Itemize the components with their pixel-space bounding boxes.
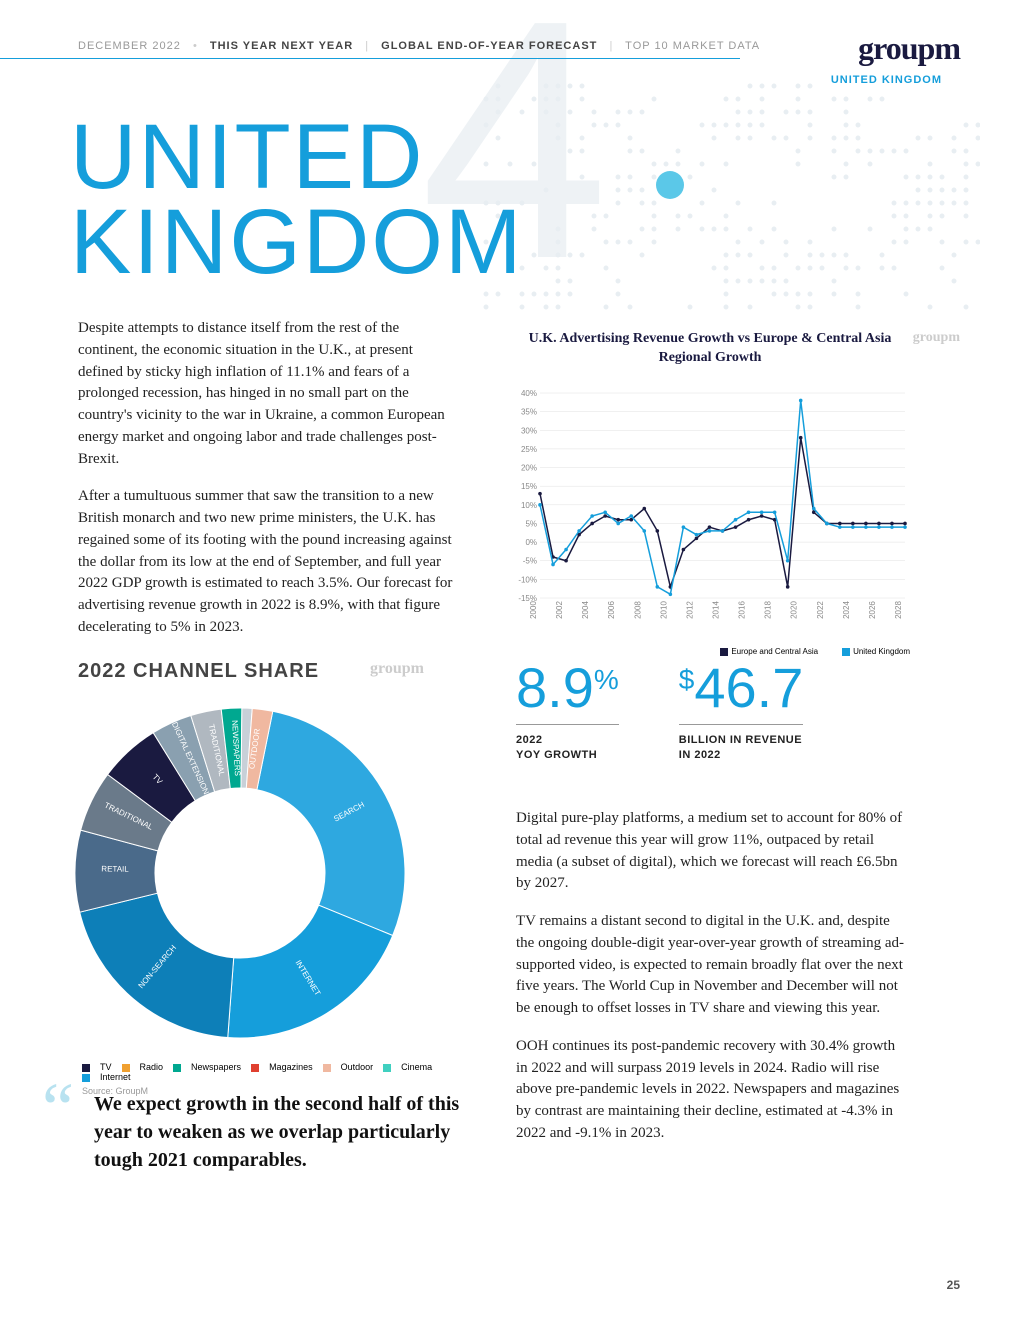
donut-legend: TVRadioNewspapersMagazinesOutdoorCinemaI…	[82, 1062, 480, 1082]
page-title: UNITEDKINGDOM	[70, 115, 524, 284]
pull-quote: “ We expect growth in the second half of…	[42, 1090, 462, 1174]
svg-text:20%: 20%	[521, 463, 537, 472]
svg-text:2000: 2000	[529, 600, 538, 618]
svg-text:30%: 30%	[521, 426, 537, 435]
right-column-chart: U.K. Advertising Revenue Growth vs Europ…	[510, 330, 910, 656]
svg-text:2012: 2012	[685, 600, 694, 618]
right-column-text: Digital pure-play platforms, a medium se…	[516, 808, 906, 1161]
donut-logo: groupm	[370, 660, 424, 678]
svg-text:-5%: -5%	[523, 557, 537, 566]
chart-logo: groupm	[913, 330, 960, 346]
svg-text:2028: 2028	[894, 600, 903, 618]
svg-text:2026: 2026	[868, 600, 877, 618]
nav-a: THIS YEAR NEXT YEAR	[210, 40, 353, 52]
body-para: Digital pure-play platforms, a medium se…	[516, 808, 906, 895]
svg-text:0%: 0%	[525, 538, 537, 547]
nav-rule	[0, 58, 740, 59]
stat-block: $46.7 BILLION IN REVENUEIN 2022	[679, 660, 804, 764]
page-number: 25	[947, 1278, 960, 1292]
svg-text:15%: 15%	[521, 482, 537, 491]
svg-text:2010: 2010	[659, 600, 668, 618]
body-para: OOH continues its post-pandemic recovery…	[516, 1036, 906, 1145]
dot-map	[480, 80, 980, 320]
line-chart-title: U.K. Advertising Revenue Growth vs Europ…	[510, 330, 910, 368]
stat-block: 8.9% 2022YOY GROWTH	[516, 660, 619, 764]
nav-date: DECEMBER 2022	[78, 40, 181, 52]
left-column: Despite attempts to distance itself from…	[78, 318, 458, 655]
svg-text:2016: 2016	[738, 600, 747, 618]
svg-text:35%: 35%	[521, 407, 537, 416]
quote-icon: “	[42, 1072, 74, 1144]
donut-chart: SEARCHINTERNETNON-SEARCHRETAILTRADITIONA…	[60, 683, 440, 1053]
svg-text:2004: 2004	[581, 600, 590, 618]
svg-text:2006: 2006	[607, 600, 616, 618]
line-legend: Europe and Central AsiaUnited Kingdom	[510, 647, 910, 656]
quote-text: We expect growth in the second half of t…	[94, 1090, 462, 1174]
stats-row: 8.9% 2022YOY GROWTH $46.7 BILLION IN REV…	[516, 660, 803, 764]
svg-text:2018: 2018	[764, 600, 773, 618]
line-chart: -15%-10%-5%0%5%10%15%20%25%30%35%40%2000…	[510, 378, 910, 638]
logo: groupm	[858, 30, 960, 67]
svg-text:25%: 25%	[521, 445, 537, 454]
svg-text:2024: 2024	[842, 600, 851, 618]
svg-text:40%: 40%	[521, 389, 537, 398]
body-para: After a tumultuous summer that saw the t…	[78, 486, 458, 638]
nav-c: TOP 10 MARKET DATA	[625, 40, 760, 52]
donut-area: 2022 CHANNEL SHARE SEARCHINTERNETNON-SEA…	[60, 660, 480, 1096]
svg-text:RETAIL: RETAIL	[101, 864, 129, 873]
svg-text:2020: 2020	[790, 600, 799, 618]
svg-text:2002: 2002	[555, 600, 564, 618]
svg-text:5%: 5%	[525, 519, 537, 528]
svg-text:2008: 2008	[633, 600, 642, 618]
body-para: TV remains a distant second to digital i…	[516, 911, 906, 1020]
svg-text:-10%: -10%	[518, 575, 537, 584]
svg-text:10%: 10%	[521, 501, 537, 510]
svg-text:2014: 2014	[712, 600, 721, 618]
svg-text:2022: 2022	[816, 600, 825, 618]
top-nav: DECEMBER 2022 • THIS YEAR NEXT YEAR | GL…	[78, 40, 942, 52]
nav-b: GLOBAL END-OF-YEAR FORECAST	[381, 40, 597, 52]
body-para: Despite attempts to distance itself from…	[78, 318, 458, 470]
